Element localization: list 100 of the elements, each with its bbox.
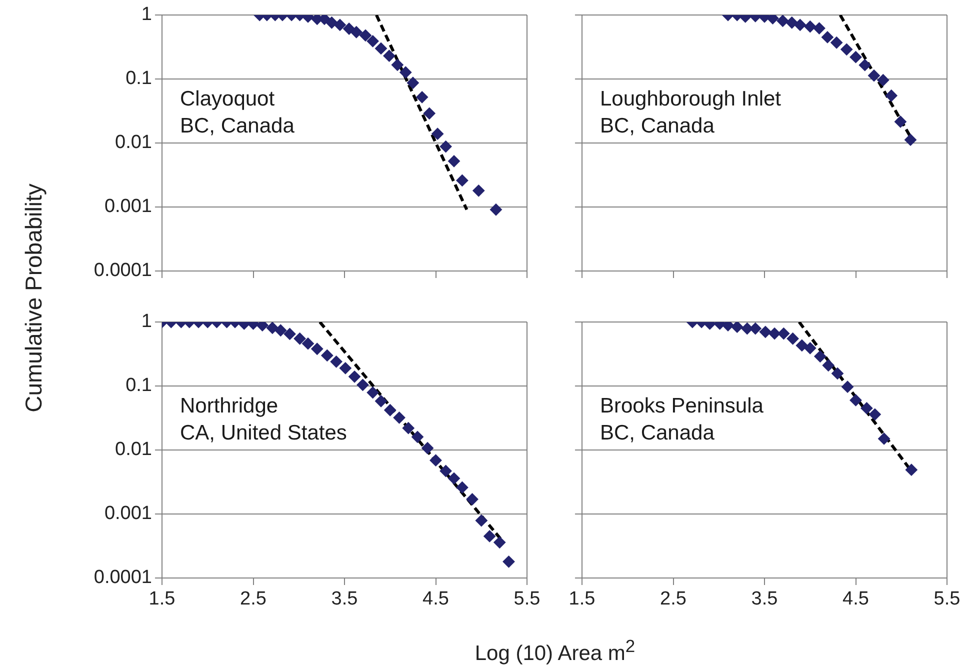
point — [475, 514, 488, 527]
point — [326, 16, 338, 29]
point — [375, 42, 387, 54]
annotation: Northridge — [180, 394, 278, 418]
point — [778, 328, 790, 340]
y-tick-label: 1 — [141, 311, 152, 332]
point — [894, 116, 906, 128]
point — [348, 370, 361, 383]
point — [266, 322, 278, 334]
point — [858, 59, 871, 72]
x-tick-label: 1.5 — [568, 588, 596, 610]
point — [400, 66, 412, 78]
point — [804, 20, 816, 33]
point — [406, 76, 419, 89]
point — [440, 464, 452, 477]
point — [759, 326, 772, 338]
point — [490, 204, 502, 216]
annotation: Brooks Peninsula — [600, 394, 764, 418]
point — [850, 394, 862, 406]
point — [302, 338, 314, 350]
point — [422, 442, 434, 454]
point — [494, 536, 506, 548]
point — [776, 15, 789, 27]
point — [356, 378, 369, 391]
point — [311, 342, 324, 355]
point — [366, 35, 379, 48]
point — [294, 332, 306, 345]
x-tick-label: 5.5 — [514, 588, 540, 610]
point — [502, 556, 515, 568]
x-tick-label: 5.5 — [934, 588, 960, 610]
annotation: BC, Canada — [600, 421, 715, 444]
point — [731, 322, 744, 333]
point — [375, 395, 387, 408]
point — [905, 464, 918, 476]
x-tick-label: 2.5 — [240, 588, 266, 610]
point — [786, 16, 798, 29]
annotation: Clayoquot — [180, 87, 275, 110]
point — [794, 18, 806, 31]
y-axis-title: Cumulative Probability — [20, 184, 48, 412]
point — [359, 29, 372, 42]
point — [878, 432, 890, 445]
point — [822, 359, 834, 372]
x-tick-label: 2.5 — [660, 588, 686, 610]
point — [840, 43, 853, 56]
point — [904, 134, 916, 146]
point — [472, 184, 485, 197]
point — [423, 107, 436, 120]
point — [877, 74, 890, 86]
point — [456, 481, 468, 494]
point — [448, 155, 460, 168]
point — [321, 349, 334, 362]
point — [850, 51, 862, 64]
x-axis-title: Log (10) Area m$^{2}$ — [474, 636, 636, 666]
point — [383, 50, 396, 62]
x-tick-label: 3.5 — [331, 588, 358, 610]
point — [832, 367, 844, 380]
y-tick-label: 1 — [141, 4, 152, 26]
point — [796, 339, 808, 352]
point — [274, 324, 287, 336]
y-tick-label: 0.1 — [126, 68, 152, 90]
y-tick-label: 0.0001 — [94, 567, 152, 588]
point — [456, 174, 468, 186]
point — [768, 328, 781, 340]
point — [284, 328, 296, 340]
point — [440, 140, 452, 153]
annotation: BC, Canada — [600, 114, 715, 138]
point — [339, 362, 352, 374]
point — [814, 350, 826, 362]
point — [868, 408, 881, 420]
x-tick-label: 3.5 — [751, 588, 778, 610]
point — [416, 91, 428, 104]
point — [432, 128, 444, 140]
point — [821, 31, 834, 44]
y-tick-label: 0.01 — [115, 132, 152, 154]
point — [484, 530, 496, 542]
point — [384, 404, 396, 416]
y-tick-label: 0.0001 — [94, 260, 152, 282]
point — [430, 454, 442, 466]
annotation: BC, Canada — [180, 114, 295, 138]
annotation: Loughborough Inlet — [600, 87, 782, 110]
y-tick-label: 0.01 — [115, 439, 152, 460]
point — [804, 342, 816, 354]
point — [391, 58, 404, 71]
point — [466, 493, 478, 506]
x-tick-label: 4.5 — [842, 588, 869, 610]
point — [448, 472, 460, 484]
x-tick-label: 1.5 — [148, 588, 176, 610]
point — [830, 36, 843, 49]
point — [868, 70, 880, 82]
point — [343, 22, 356, 35]
point — [813, 22, 826, 34]
point — [330, 356, 342, 368]
point — [842, 380, 854, 393]
point — [402, 422, 414, 434]
point — [412, 430, 424, 443]
point — [350, 26, 362, 38]
y-tick-label: 0.001 — [104, 503, 152, 524]
point — [334, 18, 346, 31]
y-tick-label: 0.001 — [104, 196, 152, 218]
point — [393, 412, 406, 424]
